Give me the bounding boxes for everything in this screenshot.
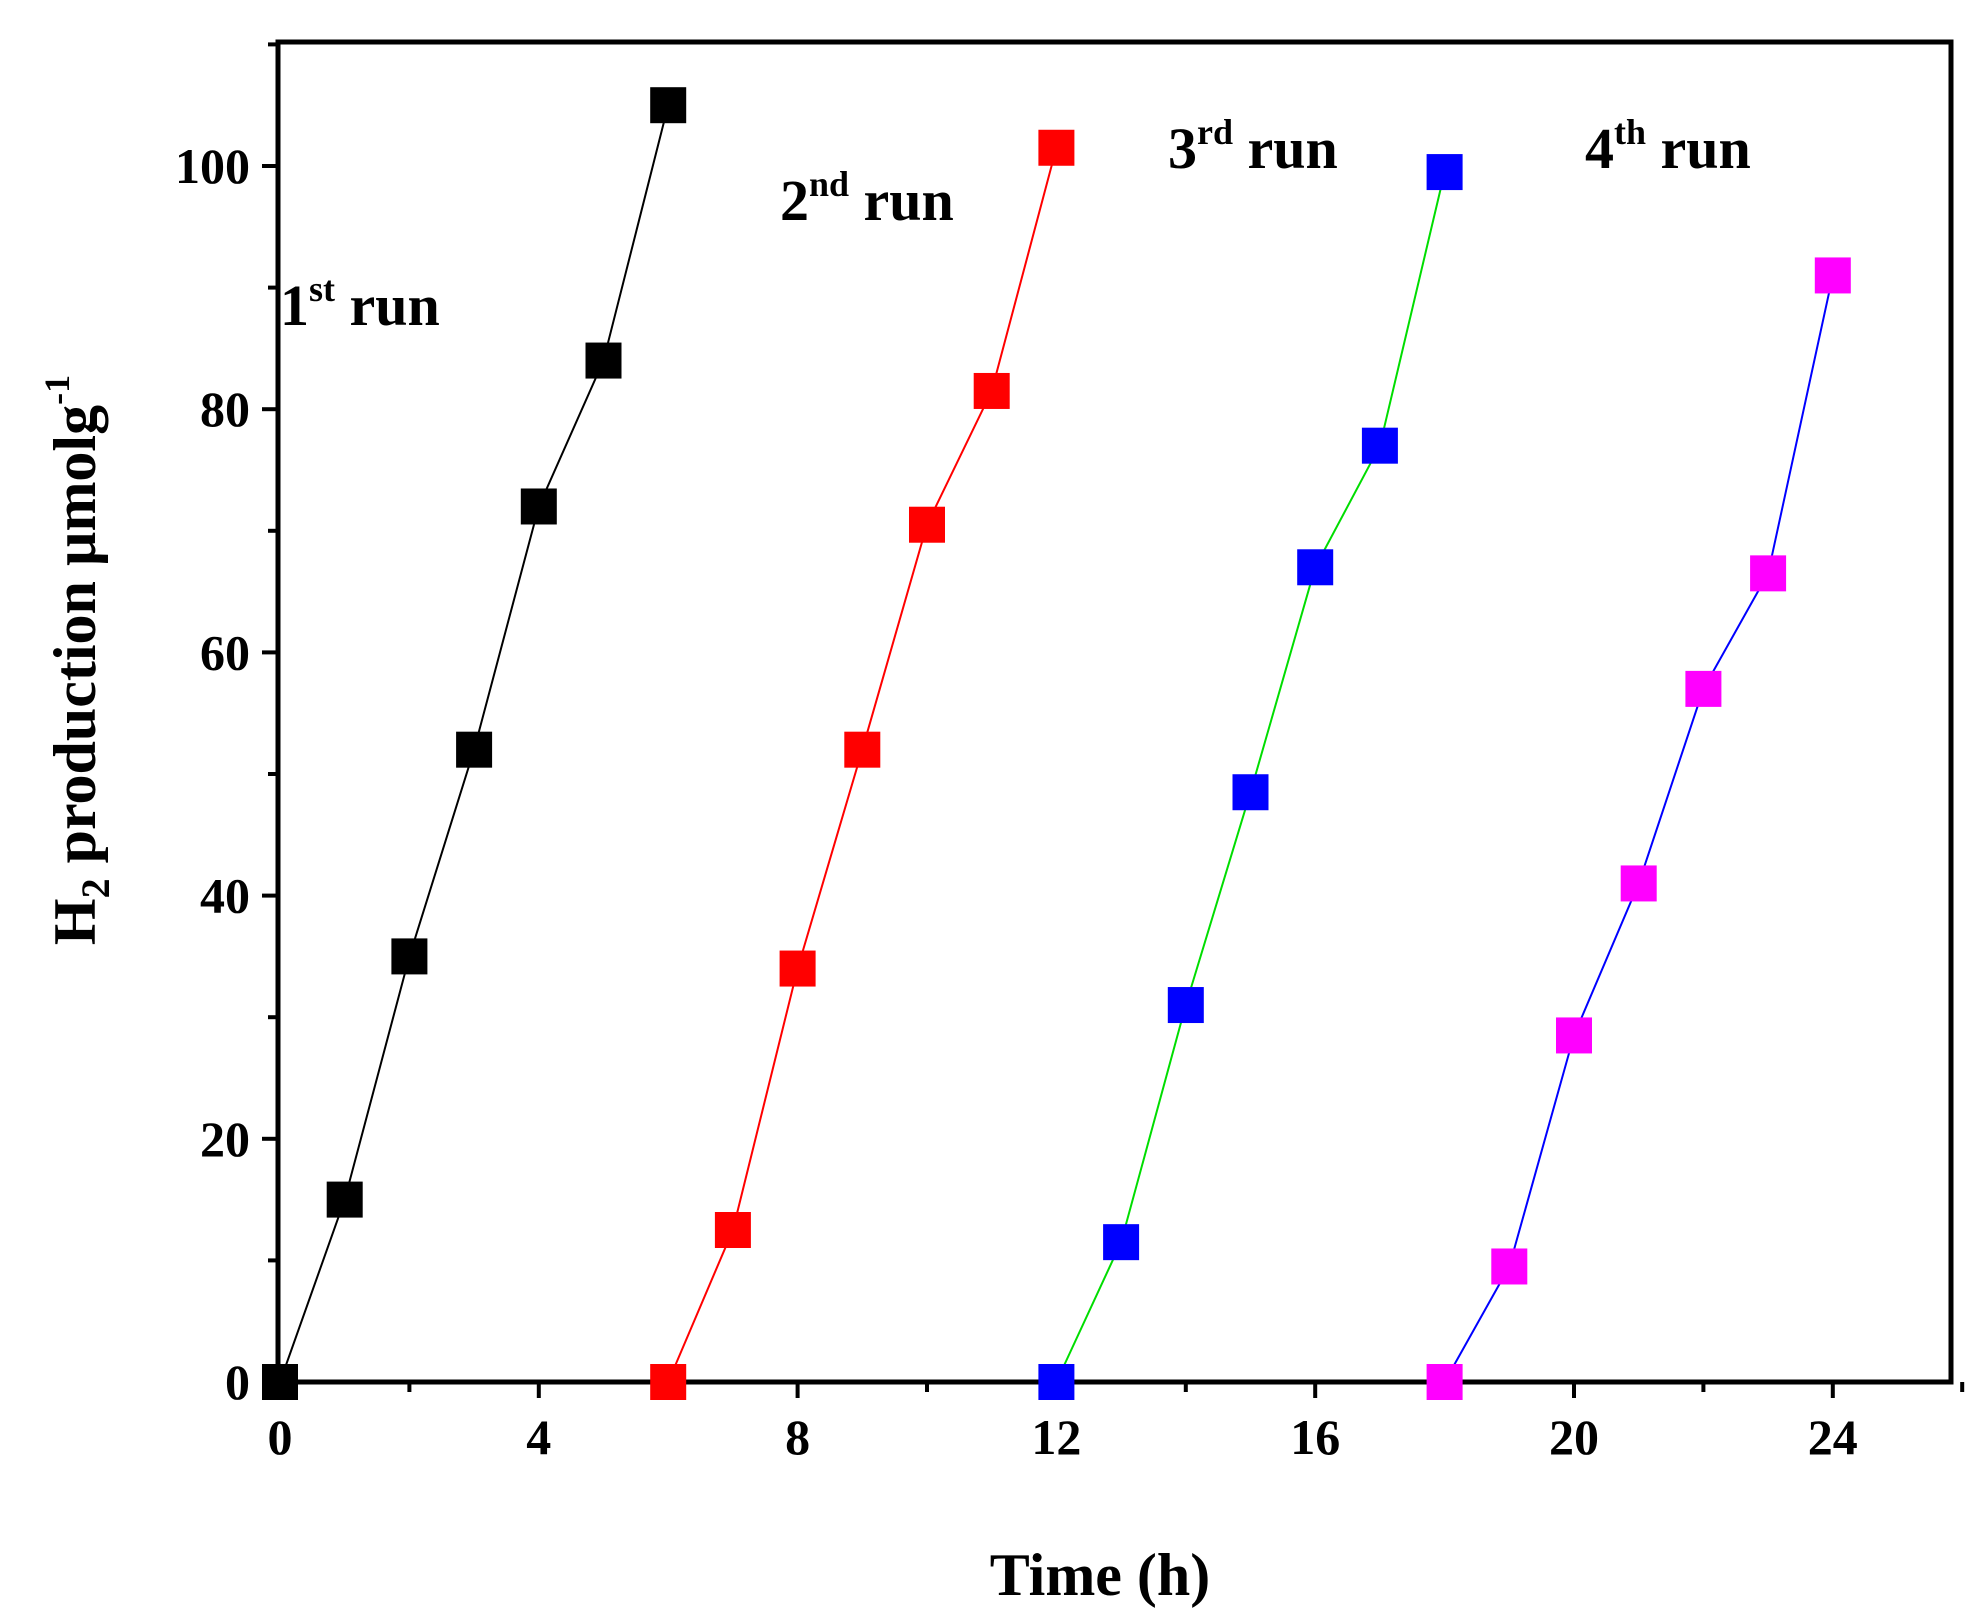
data-point (1232, 774, 1269, 811)
data-point (779, 950, 816, 987)
data-point (650, 87, 687, 124)
data-point (1038, 1364, 1075, 1400)
x-tick-label: 16 (1290, 1409, 1340, 1465)
run-label-1: 1st run (280, 269, 440, 338)
x-tick-label: 8 (785, 1409, 810, 1465)
x-tick-label: 12 (1031, 1409, 1081, 1465)
y-tick-label: 100 (175, 138, 250, 194)
plot-frame (275, 39, 1954, 1385)
run-label-2: 2nd run (780, 164, 954, 233)
data-point (262, 1364, 298, 1400)
axis-ticks (262, 42, 1965, 1398)
data-point (1556, 1017, 1592, 1054)
data-point (1426, 154, 1463, 191)
series-line-4 (1443, 275, 1834, 1383)
run-label-3: 3rd run (1168, 112, 1338, 181)
series-lines (279, 104, 1834, 1383)
data-point (520, 488, 557, 525)
data-point (1361, 427, 1398, 464)
data-point (326, 1181, 363, 1218)
x-tick-label: 20 (1549, 1409, 1599, 1465)
y-tick-label: 20 (200, 1111, 250, 1167)
data-point (844, 731, 881, 768)
series-points (262, 87, 1851, 1400)
data-point (1038, 129, 1075, 166)
tick-labels: 0 4 8 12 16 20 24 0 20 40 60 80 100 (175, 138, 1858, 1465)
x-tick-label: 4 (526, 1409, 551, 1465)
data-point (1685, 670, 1722, 707)
data-point (456, 731, 493, 768)
x-tick-label: 24 (1808, 1409, 1858, 1465)
data-point (391, 938, 428, 975)
x-axis-title: Time (h) (990, 1542, 1211, 1608)
x-tick-label: 0 (268, 1409, 293, 1465)
data-point (714, 1212, 751, 1248)
data-point (1491, 1248, 1528, 1285)
y-tick-label: 60 (200, 624, 250, 680)
data-point (1750, 555, 1787, 592)
data-point (1103, 1224, 1140, 1261)
data-point (1426, 1364, 1463, 1400)
y-tick-label: 0 (225, 1354, 250, 1410)
data-point (1297, 549, 1334, 586)
data-point (1167, 987, 1204, 1024)
run-label-4: 4th run (1585, 112, 1751, 181)
data-point (973, 372, 1010, 409)
data-point (1814, 257, 1851, 294)
y-axis-title: H2 production µmolg-1 (37, 375, 118, 945)
data-point (585, 342, 622, 379)
data-point (909, 506, 945, 543)
data-point (650, 1364, 687, 1400)
y-tick-label: 40 (200, 868, 250, 924)
data-point (1620, 865, 1657, 902)
y-tick-label: 80 (200, 381, 250, 437)
